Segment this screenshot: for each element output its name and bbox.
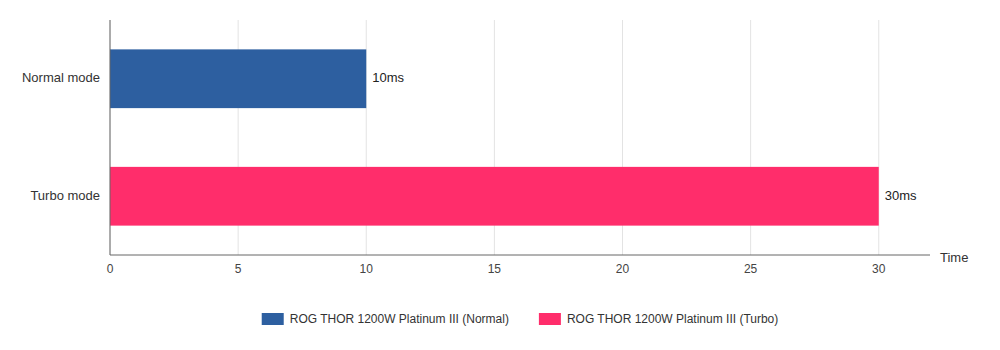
data-label: 30ms (885, 188, 917, 203)
legend-label: ROG THOR 1200W Platinum III (Normal) (290, 312, 509, 326)
x-tick-label: 10 (360, 262, 374, 276)
legend-swatch (262, 313, 284, 325)
bar (110, 49, 366, 108)
y-tick-label: Turbo mode (30, 188, 100, 203)
y-tick-label: Normal mode (22, 70, 100, 85)
data-label: 10ms (372, 70, 404, 85)
y-axis-line (110, 20, 111, 255)
bars (110, 49, 879, 225)
legend-label: ROG THOR 1200W Platinum III (Turbo) (567, 312, 778, 326)
x-tick-label: 25 (744, 262, 758, 276)
x-tick-label: 5 (235, 262, 242, 276)
x-tick-label: 15 (488, 262, 502, 276)
x-axis-label: Time (940, 250, 968, 265)
x-tick-label: 30 (872, 262, 886, 276)
x-tick-label: 20 (616, 262, 630, 276)
x-axis-line (110, 255, 930, 256)
grid (110, 20, 879, 255)
legend: ROG THOR 1200W Platinum III (Normal) ROG … (262, 312, 779, 326)
grid-line (110, 20, 111, 255)
chart-container: 0 5 10 15 20 25 30 Turbo mode Normal mode 10ms 30m… (0, 0, 1000, 350)
x-tick-label: 0 (107, 262, 114, 276)
chart-svg: 0 5 10 15 20 25 30 Turbo mode Normal mode 10ms 30m… (0, 0, 1000, 350)
bar (110, 167, 879, 226)
legend-swatch (539, 313, 561, 325)
